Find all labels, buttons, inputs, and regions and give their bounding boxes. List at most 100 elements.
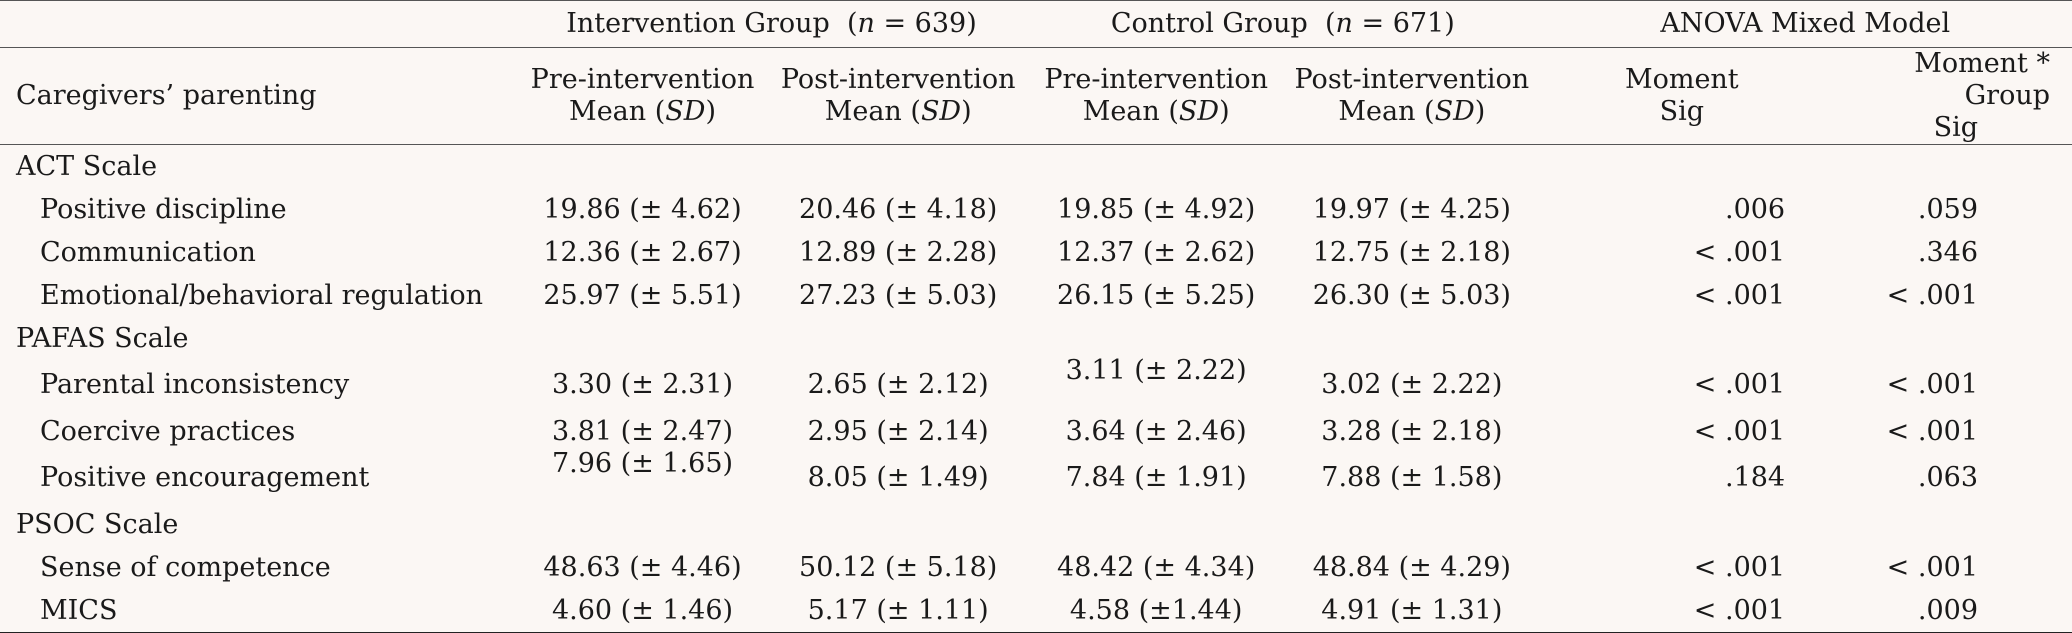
row-label: Coercive practices [0,410,516,453]
moment-sig-header: Moment Sig [1539,48,1826,145]
ig-pre-cell: 3.30 (± 2.31) [516,360,769,410]
row-label: Positive encouragement [0,453,516,503]
cg-pre-mean-label: Mean ( [1083,96,1179,127]
control-group-header: Control Group (n = 671) [1027,1,1538,48]
cg-pre-cell: 3.64 (± 2.46) [1027,410,1285,453]
ig-post-cell: 20.46 (± 4.18) [769,188,1027,231]
moment-header-sig: Sig [1660,96,1704,127]
row-label-header: Caregivers’ parenting [0,48,516,145]
cg-post-header: Post-intervention Mean (SD) [1285,48,1538,145]
group-header-row: Intervention Group (n = 639) Control Gro… [0,1,2072,48]
ig-pre-cell: 19.86 (± 4.62) [516,188,769,231]
cg-pre-cell: 3.11 (± 2.22) [1027,360,1285,410]
table-row: Sense of competence 48.63 (± 4.46) 50.12… [0,546,2072,589]
ig-post-cell: 2.65 (± 2.12) [769,360,1027,410]
moment-sig-cell: < .001 [1539,360,1826,410]
moment-group-sig-cell: < .001 [1825,360,2072,410]
cg-pre-value: 3.11 (± 2.22) [1066,355,1247,386]
cg-post-sd-label: SD [1435,96,1475,127]
ig-pre-close-paren: ) [705,96,716,127]
row-label: Positive discipline [0,188,516,231]
section-row: PAFAS Scale [0,317,2072,360]
ig-post-cell: 27.23 (± 5.03) [769,274,1027,317]
moment-sig-cell: .006 [1539,188,1826,231]
section-title: PSOC Scale [0,503,2072,546]
ig-pre-mean-label: Mean ( [569,96,665,127]
ig-post-cell: 12.89 (± 2.28) [769,231,1027,274]
control-n-label: n [1336,8,1353,39]
cg-pre-cell: 26.15 (± 5.25) [1027,274,1285,317]
moment-group-sig-cell: .009 [1825,589,2072,633]
ig-pre-cell: 3.81 (± 2.47) [516,410,769,453]
cg-post-cell: 19.97 (± 4.25) [1285,188,1538,231]
table-row: Positive encouragement 7.96 (± 1.65) 8.0… [0,453,2072,503]
control-group-title: Control Group [1111,8,1308,39]
table-row: Parental inconsistency 3.30 (± 2.31) 2.6… [0,360,2072,410]
table-row: Communication 12.36 (± 2.67) 12.89 (± 2.… [0,231,2072,274]
ig-pre-header: Pre-intervention Mean (SD) [516,48,769,145]
intervention-n-label: n [857,8,874,39]
cg-post-cell: 7.88 (± 1.58) [1285,453,1538,503]
moment-sig-cell: < .001 [1539,546,1826,589]
cg-pre-cell: 7.84 (± 1.91) [1027,453,1285,503]
cg-pre-header-line1: Pre-intervention [1044,64,1268,95]
ig-pre-cell: 48.63 (± 4.46) [516,546,769,589]
ig-pre-cell: 12.36 (± 2.67) [516,231,769,274]
moment-group-sig-header: Moment * Group Sig [1825,48,2072,145]
table-row: MICS 4.60 (± 1.46) 5.17 (± 1.11) 4.58 (±… [0,589,2072,633]
table-row: Emotional/behavioral regulation 25.97 (±… [0,274,2072,317]
cg-post-close-paren: ) [1475,96,1486,127]
intervention-group-header: Intervention Group (n = 639) [516,1,1027,48]
control-n-value: = 671 [1353,8,1444,39]
cg-pre-cell: 48.42 (± 4.34) [1027,546,1285,589]
row-label: Communication [0,231,516,274]
ig-post-header-line1: Post-intervention [781,64,1016,95]
moment-group-sig-cell: .346 [1825,231,2072,274]
cg-pre-close-paren: ) [1219,96,1230,127]
cg-post-cell: 3.28 (± 2.18) [1285,410,1538,453]
section-row: PSOC Scale [0,503,2072,546]
row-label: Parental inconsistency [0,360,516,410]
section-title: ACT Scale [0,145,2072,189]
ig-pre-cell: 4.60 (± 1.46) [516,589,769,633]
table-row: Coercive practices 3.81 (± 2.47) 2.95 (±… [0,410,2072,453]
moment-group-sig-cell: < .001 [1825,546,2072,589]
cg-pre-header: Pre-intervention Mean (SD) [1027,48,1285,145]
intervention-n-value: = 639 [875,8,966,39]
cg-pre-sd-label: SD [1179,96,1219,127]
moment-group-header-line1: Moment * Group [1914,48,2050,111]
section-row: ACT Scale [0,145,2072,189]
row-label: Emotional/behavioral regulation [0,274,516,317]
moment-group-sig-cell: .059 [1825,188,2072,231]
ig-post-cell: 2.95 (± 2.14) [769,410,1027,453]
ig-pre-cell: 25.97 (± 5.51) [516,274,769,317]
moment-header-line1: Moment [1625,64,1739,95]
section-title: PAFAS Scale [0,317,2072,360]
ig-pre-header-line1: Pre-intervention [531,64,755,95]
ig-post-mean-label: Mean ( [825,96,921,127]
row-label: Sense of competence [0,546,516,589]
moment-sig-cell: .184 [1539,453,1826,503]
moment-sig-cell: < .001 [1539,274,1826,317]
row-label: MICS [0,589,516,633]
intervention-group-title: Intervention Group [566,8,830,39]
cg-post-cell: 12.75 (± 2.18) [1285,231,1538,274]
ig-pre-value: 7.96 (± 1.65) [552,448,733,479]
ig-post-header: Post-intervention Mean (SD) [769,48,1027,145]
ig-pre-sd-label: SD [665,96,705,127]
cg-post-cell: 48.84 (± 4.29) [1285,546,1538,589]
cg-pre-cell: 19.85 (± 4.92) [1027,188,1285,231]
moment-sig-cell: < .001 [1539,589,1826,633]
moment-sig-cell: < .001 [1539,231,1826,274]
anova-header: ANOVA Mixed Model [1539,1,2072,48]
cg-post-mean-label: Mean ( [1338,96,1434,127]
moment-group-sig-cell: .063 [1825,453,2072,503]
moment-group-sig-cell: < .001 [1825,410,2072,453]
table-row: Positive discipline 19.86 (± 4.62) 20.46… [0,188,2072,231]
empty-header-cell [0,1,516,48]
column-header-row: Caregivers’ parenting Pre-intervention M… [0,48,2072,145]
ig-pre-cell: 7.96 (± 1.65) [516,453,769,503]
cg-pre-cell: 12.37 (± 2.62) [1027,231,1285,274]
ig-post-close-paren: ) [961,96,972,127]
